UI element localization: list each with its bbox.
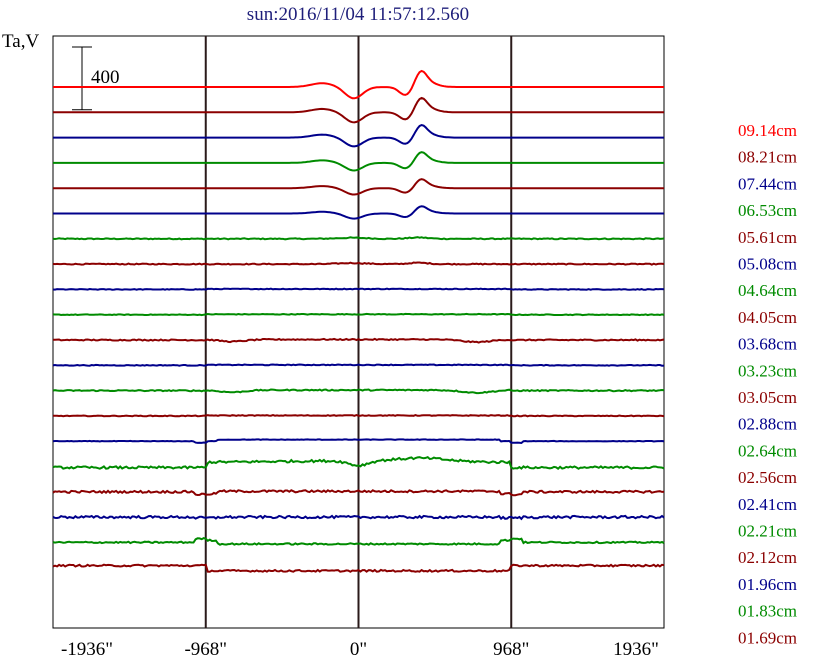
series-line-04.64cm: [52, 236, 665, 241]
x-tick-label: -1936": [61, 639, 113, 660]
series-line-01.83cm: [52, 537, 665, 546]
legend-entry: 07.44cm: [738, 174, 797, 193]
legend-entry: 05.61cm: [738, 228, 797, 247]
legend-entry: 08.21cm: [738, 148, 797, 167]
series-line-02.88cm: [52, 363, 665, 367]
series-line-05.61cm: [53, 178, 664, 196]
series-line-02.56cm: [53, 414, 665, 418]
y-axis-label: Ta,V: [2, 31, 39, 52]
series-line-02.64cm: [52, 388, 665, 395]
legend: 09.14cm 08.21cm 07.44cm 06.53cm 05.61cm 05.08…: [738, 121, 797, 647]
x-tick-labels: -1936" -968" 0" 968" 1936": [61, 639, 659, 660]
series-lines: [52, 69, 665, 573]
legend-entry: 03.05cm: [738, 388, 797, 407]
legend-entry: 03.68cm: [738, 335, 797, 354]
series-line-03.23cm: [52, 312, 665, 317]
legend-entry: 01.96cm: [738, 575, 797, 594]
scale-bar: 400: [72, 46, 120, 111]
series-line-07.44cm: [53, 124, 664, 148]
legend-entry: 02.21cm: [738, 522, 797, 541]
legend-entry: 01.83cm: [738, 602, 797, 621]
chart-title: sun:2016/11/04 11:57:12.560: [247, 4, 469, 25]
scale-bar-label: 400: [91, 67, 120, 88]
legend-entry: 02.56cm: [738, 468, 797, 487]
legend-entry: 01.69cm: [738, 628, 797, 647]
series-line-01.69cm: [52, 563, 665, 573]
legend-entry: 04.64cm: [738, 281, 797, 300]
series-line-06.53cm: [53, 151, 664, 172]
legend-entry: 02.12cm: [738, 548, 797, 567]
series-line-02.12cm: [52, 489, 665, 497]
series-line-03.05cm: [52, 337, 665, 344]
vertical-reference-lines: [204, 36, 513, 628]
x-tick-label: 1936": [613, 639, 659, 660]
legend-entry: 09.14cm: [738, 121, 797, 140]
x-tick-label: -968": [184, 639, 227, 660]
legend-entry: 04.05cm: [738, 308, 797, 327]
series-line-08.21cm: [53, 96, 664, 124]
series-line-02.21cm: [52, 455, 665, 470]
legend-entry: 02.88cm: [738, 415, 797, 434]
series-line-01.96cm: [52, 514, 665, 521]
series-line-02.41cm: [52, 438, 665, 445]
series-line-09.14cm: [53, 69, 664, 100]
legend-entry: 06.53cm: [738, 201, 797, 220]
legend-entry: 02.41cm: [738, 495, 797, 514]
legend-entry: 02.64cm: [738, 441, 797, 460]
series-line-05.08cm: [53, 205, 664, 220]
x-tick-label: 0": [350, 639, 367, 660]
x-tick-label: 968": [493, 639, 529, 660]
legend-entry: 05.08cm: [738, 255, 797, 274]
legend-entry: 03.23cm: [738, 361, 797, 380]
series-line-03.68cm: [52, 287, 665, 291]
series-line-04.05cm: [52, 261, 665, 266]
